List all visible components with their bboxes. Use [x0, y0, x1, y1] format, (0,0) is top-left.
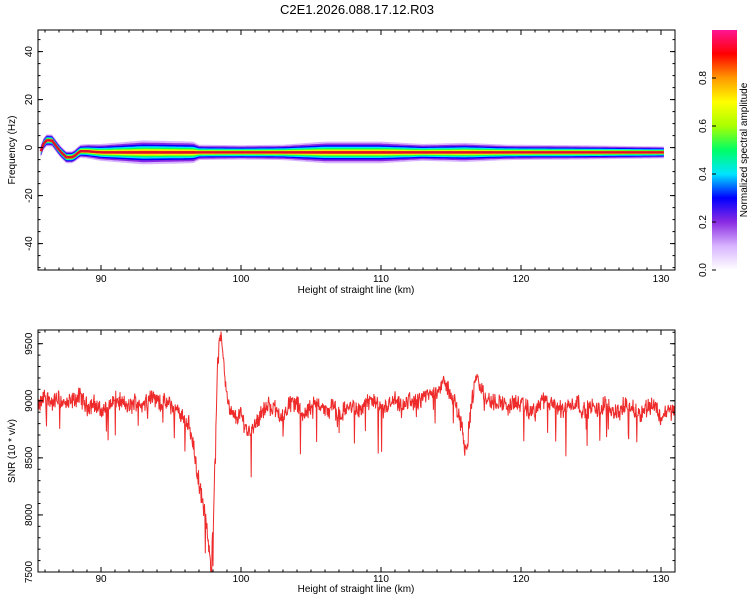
x-tick-label: 130 — [653, 574, 670, 585]
y-tick-label: 9000 — [24, 389, 35, 412]
spectrogram-plot-area — [39, 134, 664, 165]
spectrogram-frame — [37, 29, 676, 271]
y-tick-label: 20 — [24, 94, 35, 106]
snr-y-axis-label: SNR (10 * v/v) — [7, 419, 18, 483]
x-tick-label: 100 — [233, 574, 250, 585]
colorbar-gradient — [712, 30, 737, 270]
x-tick-label: 110 — [373, 574, 389, 585]
colorbar-tick-label: 0.2 — [698, 215, 709, 229]
y-tick-label: 0 — [24, 144, 35, 150]
spectrogram-panel: 90 100 110 120 130 40 20 0 -20 -40 Height of stra… — [7, 29, 676, 296]
y-tick-label: 8500 — [24, 446, 35, 469]
snr-frame — [37, 329, 676, 573]
colorbar-tick-label: 0.6 — [698, 119, 709, 133]
x-tick-label: 90 — [95, 274, 107, 285]
colorbar: 0.0 0.2 0.4 0.6 0.8 Normalized spectral ampl… — [698, 30, 750, 277]
y-tick-label: 7500 — [24, 560, 35, 583]
colorbar-ticks: 0.0 0.2 0.4 0.6 0.8 — [698, 71, 716, 277]
snr-plot-area — [38, 331, 675, 572]
x-tick-label: 100 — [233, 274, 250, 285]
x-tick-label: 120 — [513, 574, 530, 585]
spectrogram-ticks: 90 100 110 120 130 40 20 0 -20 -40 — [24, 30, 676, 285]
colorbar-tick-label: 0.0 — [698, 263, 709, 277]
y-tick-label: 8000 — [24, 503, 35, 526]
spectral-ridge — [39, 139, 664, 159]
snr-x-axis-label: Height of straight line (km) — [298, 584, 415, 595]
spectrogram-x-axis-label: Height of straight line (km) — [298, 285, 415, 296]
figure-title: C2E1.2026.088.17.12.R03 — [280, 2, 434, 17]
x-tick-label: 120 — [513, 274, 530, 285]
y-tick-label: 40 — [24, 46, 35, 58]
x-tick-label: 110 — [373, 274, 389, 285]
y-tick-label: 9500 — [24, 332, 35, 355]
x-tick-label: 130 — [653, 274, 670, 285]
spectrogram-y-axis-label: Frequency (Hz) — [7, 116, 18, 185]
colorbar-label: Normalized spectral amplitude — [739, 82, 750, 217]
y-tick-label: -40 — [24, 236, 35, 251]
snr-trace — [38, 331, 675, 572]
snr-panel: 90 100 110 120 130 9500 9000 8500 8000 7500 Heigh… — [7, 329, 676, 595]
colorbar-tick-label: 0.8 — [698, 71, 709, 85]
snr-ticks: 90 100 110 120 130 9500 9000 8500 8000 7500 — [24, 330, 676, 585]
colorbar-tick-label: 0.4 — [698, 167, 709, 181]
x-tick-label: 90 — [95, 574, 107, 585]
y-tick-label: -20 — [24, 188, 35, 203]
